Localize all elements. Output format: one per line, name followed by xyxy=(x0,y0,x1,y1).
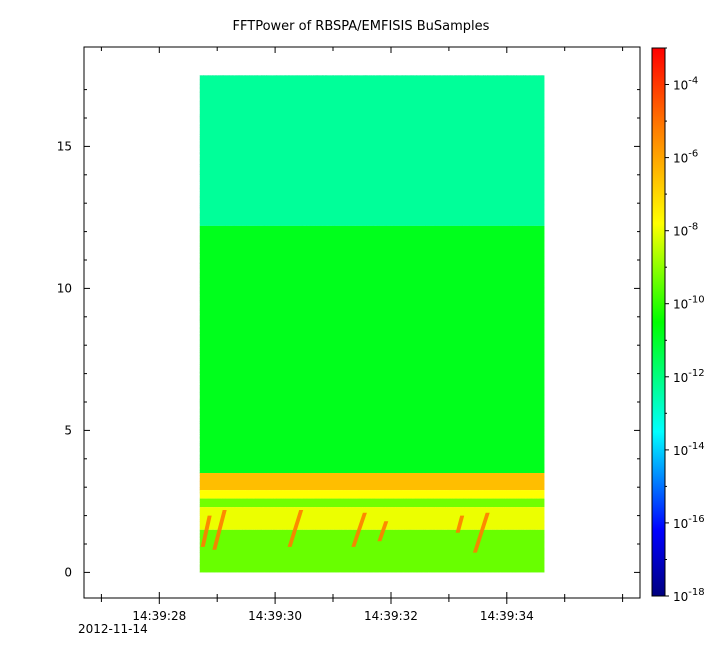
y-tick-label: 5 xyxy=(64,423,72,437)
colorbar-tick-label: 10-12 xyxy=(673,368,705,385)
x-tick-label: 14:39:34 xyxy=(480,609,534,623)
y-tick-label: 0 xyxy=(64,565,72,579)
colorbar-tick-label: 10-4 xyxy=(673,76,698,93)
chorus-element-0 xyxy=(200,515,212,547)
chorus-element-3 xyxy=(351,512,367,547)
spectrogram-image xyxy=(199,75,545,573)
heatmap-band-4 xyxy=(199,498,545,508)
colorbar-tick-label: 10-18 xyxy=(673,587,705,604)
y-axis: 0 5 10 15 xyxy=(57,89,640,579)
x-date-label: 2012-11-14 xyxy=(78,622,148,636)
colorbar-tick-label: 10-10 xyxy=(673,295,705,312)
x-axis: 14:39:28 14:39:30 14:39:32 14:39:34 xyxy=(100,47,624,623)
heatmap-band-3 xyxy=(199,490,545,499)
y-tick-label: 15 xyxy=(57,139,72,153)
x-tick-label: 14:39:30 xyxy=(248,609,302,623)
y-tick-label: 10 xyxy=(57,281,72,295)
chorus-element-2 xyxy=(287,510,304,547)
chorus-element-5 xyxy=(455,515,465,533)
chorus-element-6 xyxy=(472,512,490,553)
colorbar-tick-label: 10-6 xyxy=(673,149,698,166)
heatmap-band-6 xyxy=(199,529,545,573)
colorbar-tick-label: 10-16 xyxy=(673,514,705,531)
chorus-element-4 xyxy=(377,521,389,542)
heatmap-band-1 xyxy=(199,225,545,474)
colorbar-tick-label: 10-14 xyxy=(673,441,705,458)
chorus-element-1 xyxy=(212,510,227,550)
colorbar-tick-label: 10-8 xyxy=(673,222,698,239)
heatmap-band-5 xyxy=(199,507,545,530)
x-tick-label: 14:39:32 xyxy=(364,609,418,623)
x-tick-label: 14:39:28 xyxy=(132,609,186,623)
colorbar xyxy=(651,47,666,597)
heatmap-band-0 xyxy=(199,75,545,226)
heatmap-band-2 xyxy=(199,473,545,491)
chart-title: FFTPower of RBSPA/EMFISIS BuSamples xyxy=(233,19,490,34)
colorbar-axis: 10-18 10-16 10-14 10-12 10-10 10-8 10-6 10-4 xyxy=(665,47,705,604)
